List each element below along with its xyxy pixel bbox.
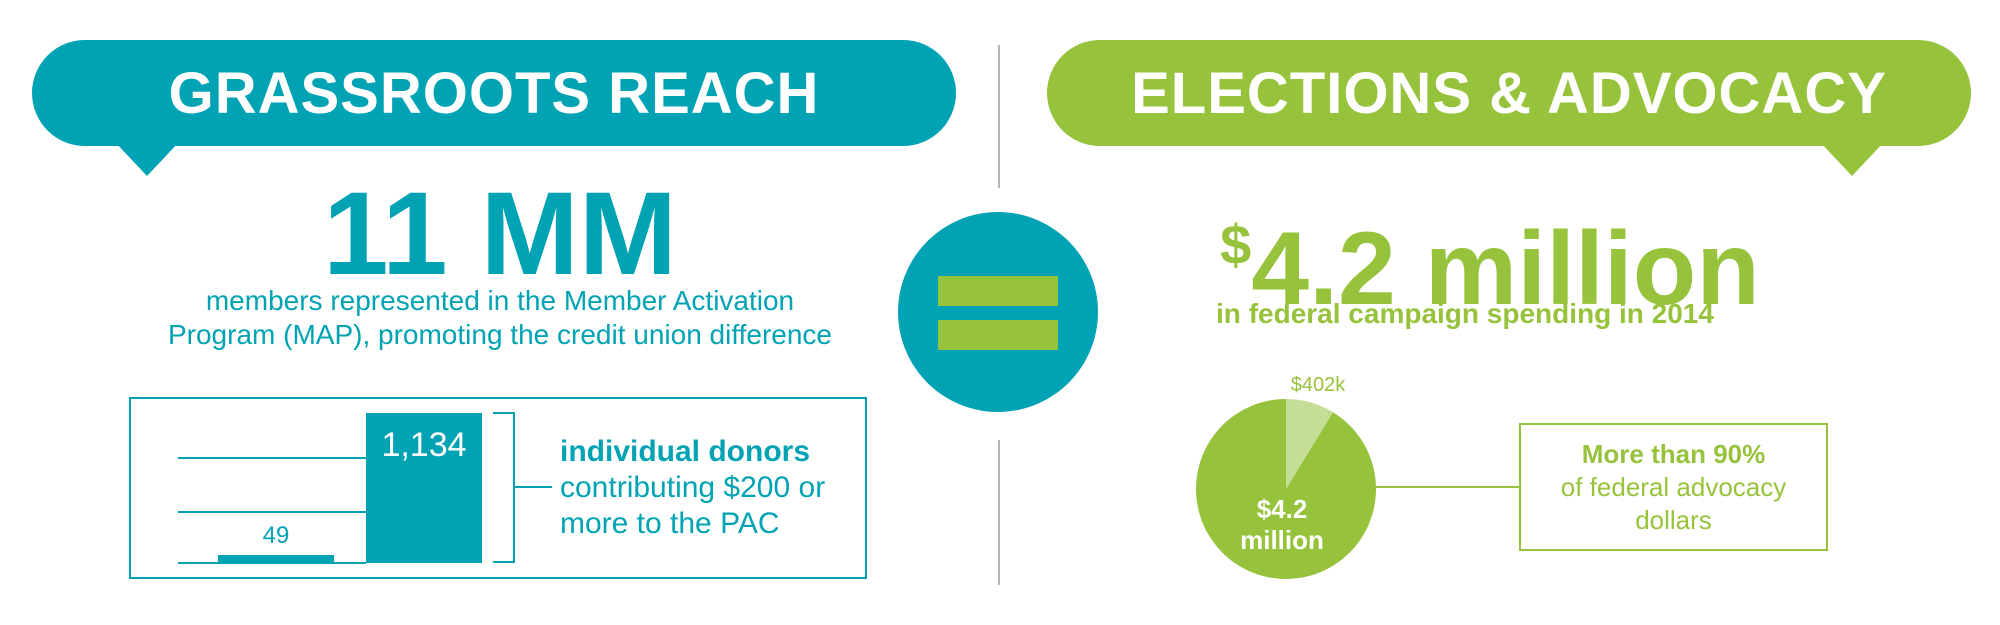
donors-caption: individual donors contributing $200 or m… bbox=[560, 434, 880, 542]
donor-bar bbox=[366, 413, 482, 563]
donors-description: contributing $200 or more to the PAC bbox=[560, 471, 826, 540]
elections-advocacy-title: ELECTIONS & ADVOCACY bbox=[1131, 60, 1887, 126]
donors-highlight: individual donors bbox=[560, 435, 811, 468]
spending-value: 4.2 million bbox=[1251, 211, 1760, 327]
advocacy-description: of federal advocacy dollars bbox=[1560, 471, 1787, 535]
spending-headline: $4.2 million bbox=[1190, 190, 1790, 324]
pie-slice-main bbox=[1196, 399, 1376, 580]
equals-bar-bottom bbox=[938, 320, 1058, 350]
grassroots-reach-title: GRASSROOTS REACH bbox=[168, 60, 820, 126]
donor-bar-label: 1,134 bbox=[381, 426, 466, 464]
advocacy-callout: More than 90% of federal advocacy dollar… bbox=[1519, 423, 1828, 551]
pie-label-small: $402k bbox=[1291, 374, 1346, 396]
donor-chart-frame bbox=[129, 397, 867, 579]
divider-bottom bbox=[998, 440, 1000, 585]
equals-icon bbox=[898, 212, 1098, 412]
donor-bar-chart: 49 1,134 bbox=[129, 397, 867, 579]
dollar-sign: $ bbox=[1220, 213, 1252, 276]
donor-bracket bbox=[493, 412, 515, 563]
spending-description: in federal campaign spending in 2014 bbox=[1216, 298, 1714, 329]
members-headline: 11 MM bbox=[322, 168, 678, 300]
pie-label-main: million bbox=[1240, 525, 1324, 555]
pie-slice-small bbox=[1286, 399, 1333, 489]
equals-bar-top bbox=[938, 276, 1058, 306]
advocacy-highlight: More than 90% bbox=[1581, 438, 1766, 469]
pie-label-main: $4.2 bbox=[1257, 494, 1308, 524]
members-description: members represented in the Member Activa… bbox=[167, 285, 832, 350]
divider-top bbox=[998, 45, 1000, 188]
donor-chart-bars: 49 1,134 bbox=[218, 413, 482, 563]
grassroots-bubble-tail bbox=[115, 142, 179, 176]
donor-bar-label: 49 bbox=[263, 522, 290, 549]
grassroots-reach-header: GRASSROOTS REACH bbox=[32, 40, 956, 146]
elections-bubble-tail bbox=[1820, 142, 1884, 176]
elections-advocacy-header: ELECTIONS & ADVOCACY bbox=[1047, 40, 1971, 146]
donor-bar bbox=[218, 555, 334, 563]
